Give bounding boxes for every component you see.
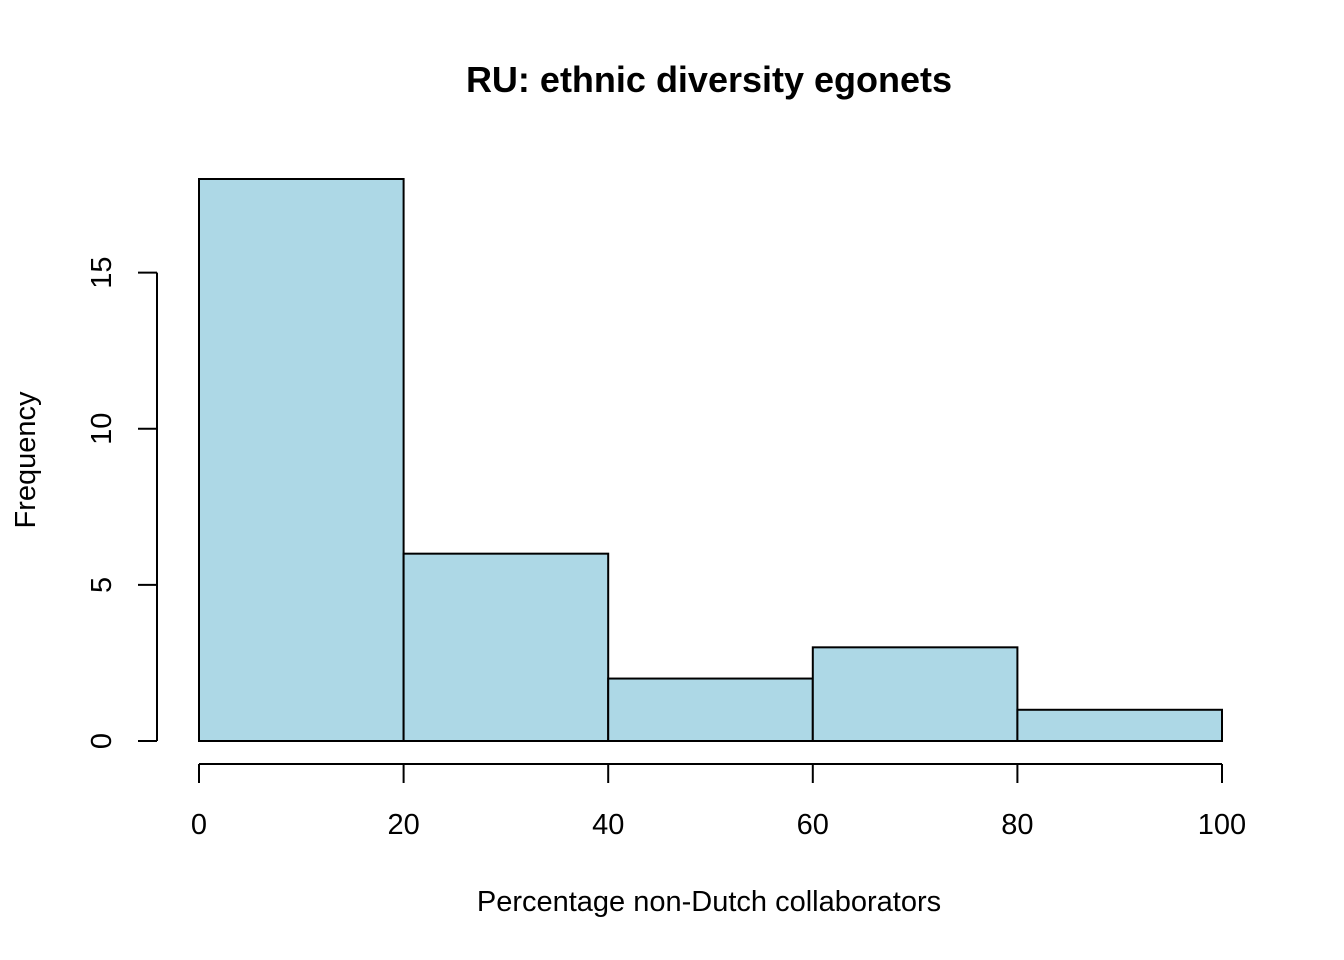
y-axis: 0 5 10 15: [86, 257, 158, 749]
x-tick-label: 0: [191, 809, 207, 841]
bars-group: [198, 178, 1224, 743]
bar-0-20: [198, 178, 405, 742]
y-tick-label: 5: [86, 577, 118, 593]
x-axis: 0 20 40 60 80 100: [191, 763, 1246, 841]
y-tick-label: 15: [86, 257, 118, 289]
x-tick-label: 20: [387, 809, 419, 841]
bar-60-80: [811, 646, 1019, 742]
bar-80-100: [1016, 708, 1224, 742]
x-tick-label: 40: [592, 809, 624, 841]
bar-20-40: [402, 552, 610, 743]
x-tick-label: 100: [1198, 809, 1246, 841]
y-tick-label: 10: [86, 413, 118, 445]
x-tick-label: 60: [797, 809, 829, 841]
y-tick-label: 0: [86, 733, 118, 749]
x-tick-label: 80: [1001, 809, 1033, 841]
bar-40-60: [607, 677, 814, 742]
chart-title: RU: ethnic diversity egonets: [466, 59, 952, 100]
y-axis-label: Frequency: [10, 391, 42, 529]
x-axis-label: Percentage non-Dutch collaborators: [477, 886, 941, 918]
